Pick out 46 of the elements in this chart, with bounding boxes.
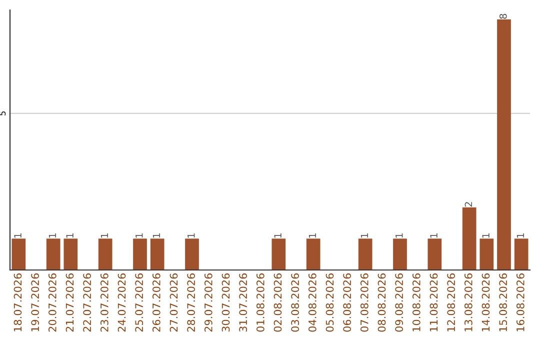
x-tick-label: 18.07.2026	[14, 273, 22, 332]
data-label: 1	[360, 233, 368, 238]
x-tick-label: 21.07.2026	[66, 273, 74, 332]
x-tick-label: 22.07.2026	[83, 273, 92, 332]
x-tick-label: 04.08.2026	[308, 273, 316, 332]
x-tick-label: 26.07.2026	[152, 273, 160, 332]
x-tick-label: 08.08.2026	[378, 273, 386, 332]
data-label: 1	[152, 233, 160, 238]
x-tick-label: 27.07.2026	[170, 273, 178, 332]
x-tick-label: 29.07.2026	[204, 273, 212, 332]
x-tick-label: 03.08.2026	[291, 273, 300, 332]
data-label: 1	[482, 233, 490, 238]
data-label: 1	[516, 233, 524, 238]
x-tick-label: 28.07.2026	[187, 273, 196, 332]
x-tick-label: 13.08.2026	[464, 273, 472, 332]
data-label: 1	[100, 233, 108, 238]
x-tick-label: 25.07.2026	[135, 273, 144, 332]
x-tick-label: 05.08.2026	[326, 273, 334, 332]
x-tick-label: 07.08.2026	[360, 273, 368, 332]
x-tick-label: 14.08.2026	[482, 273, 490, 332]
x-tick-label: 02.08.2026	[274, 273, 282, 332]
data-label: 1	[48, 233, 56, 238]
data-label: 1	[308, 233, 316, 238]
data-label: 1	[274, 233, 282, 238]
x-tick-label: 15.08.2026	[499, 273, 508, 332]
data-label: 2	[464, 202, 472, 207]
x-tick-label: 10.08.2026	[412, 273, 420, 332]
x-tick-label: 23.07.2026	[100, 273, 108, 332]
x-tick-label: 24.07.2026	[118, 273, 126, 332]
x-tick-label: 01.08.2026	[256, 273, 264, 332]
x-tick-label: 30.07.2026	[222, 273, 230, 332]
data-label: 1	[396, 233, 403, 238]
x-tick-label: 20.07.2026	[48, 273, 56, 332]
data-label: 1	[66, 233, 74, 238]
data-label: 1	[188, 233, 195, 238]
x-tick-label: 16.08.2026	[516, 273, 524, 332]
data-label: 1	[14, 233, 22, 238]
x-tick-label: 12.08.2026	[447, 273, 456, 332]
x-tick-label: 09.08.2026	[395, 273, 404, 332]
x-tick-label: 11.08.2026	[430, 273, 438, 332]
data-label: 8	[499, 14, 507, 19]
x-tick-label: 31.07.2026	[239, 273, 248, 332]
data-label: 1	[430, 233, 438, 238]
data-label: 1	[136, 233, 143, 238]
x-tick-label: 06.08.2026	[343, 273, 352, 332]
x-tick-label: 19.07.2026	[31, 273, 40, 332]
